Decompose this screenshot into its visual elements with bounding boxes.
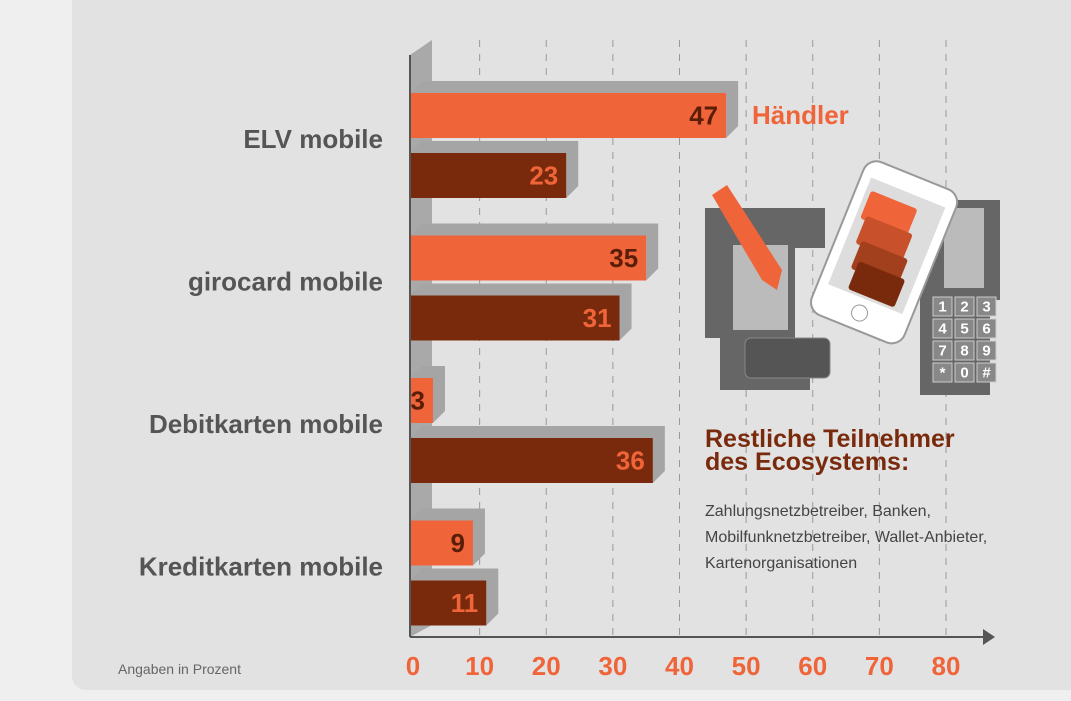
- key-label: 3: [982, 298, 990, 315]
- legend-label: Händler: [752, 100, 849, 130]
- key: [976, 340, 997, 361]
- bar-depth: [410, 568, 499, 626]
- axis-arrow: [983, 629, 995, 645]
- panel: [72, 0, 1071, 690]
- value-label: 9: [450, 528, 464, 558]
- bar-depth: [410, 81, 739, 138]
- key: [932, 296, 953, 317]
- bar: [410, 580, 487, 626]
- value-label: 3: [411, 385, 425, 415]
- x-tick-label: 50: [732, 651, 761, 681]
- card: [856, 216, 913, 262]
- x-tick-label: 70: [865, 651, 894, 681]
- bar-depth: [410, 366, 445, 423]
- key: [976, 362, 997, 383]
- card: [860, 191, 917, 237]
- category-label: Debitkarten mobile: [149, 409, 383, 439]
- key-label: 7: [938, 342, 946, 359]
- x-tick-label: 0: [406, 651, 420, 681]
- key-label: #: [982, 364, 991, 381]
- x-tick-label: 20: [532, 651, 561, 681]
- card: [848, 261, 905, 307]
- key-label: 8: [960, 342, 968, 359]
- bar-depth: [410, 141, 579, 198]
- value-label: 23: [529, 160, 558, 190]
- nfc-pad: [744, 337, 831, 379]
- key-label: 4: [938, 320, 947, 337]
- key-label: 2: [960, 298, 968, 315]
- x-tick-label: 80: [932, 651, 961, 681]
- illustration: 1 2 3 4 5 6 7 8 9 * 0 #: [705, 160, 1000, 395]
- key-label: *: [940, 364, 946, 381]
- key-label: 5: [960, 320, 968, 337]
- key: [954, 362, 975, 383]
- category-label: ELV mobile: [243, 124, 383, 154]
- series-legend: Restliche Teilnehmer des Ecosystems:: [705, 425, 955, 476]
- bar-depth: [410, 426, 665, 483]
- phone-button: [851, 304, 869, 322]
- bar: [410, 93, 727, 138]
- bar-depth: [410, 508, 485, 566]
- phone: [810, 160, 959, 345]
- key: [954, 318, 975, 339]
- bar-depth: [410, 223, 659, 281]
- bar: [410, 153, 567, 198]
- key-label: 1: [938, 298, 946, 315]
- series-note: Zahlungsnetzbetreiber, Banken, Mobilfunk…: [705, 503, 988, 572]
- note: Angaben in Prozent: [118, 661, 241, 677]
- key-label: 0: [960, 364, 968, 381]
- category-label: Kreditkarten mobile: [139, 551, 383, 581]
- value-label: 36: [616, 445, 645, 475]
- value-label: 35: [609, 243, 638, 273]
- key: [932, 362, 953, 383]
- x-tick-label: 40: [665, 651, 694, 681]
- x-tick-label: 60: [798, 651, 827, 681]
- key: [976, 296, 997, 317]
- key: [954, 296, 975, 317]
- key: [932, 340, 953, 361]
- key: [954, 340, 975, 361]
- key: [976, 318, 997, 339]
- bar: [410, 235, 647, 281]
- value-label: 11: [451, 588, 479, 618]
- key-label: 6: [982, 320, 990, 337]
- value-label: 47: [689, 100, 718, 130]
- x-tick-label: 30: [598, 651, 627, 681]
- pen: [712, 185, 782, 290]
- key: [932, 318, 953, 339]
- bar-depth: [410, 283, 632, 341]
- bar: [410, 378, 433, 423]
- bar: [410, 295, 620, 341]
- bar: [410, 520, 473, 566]
- key-label: 9: [982, 342, 990, 359]
- value-label: 31: [583, 303, 612, 333]
- x-tick-label: 10: [465, 651, 494, 681]
- bar: [410, 438, 653, 483]
- category-label: girocard mobile: [188, 266, 383, 296]
